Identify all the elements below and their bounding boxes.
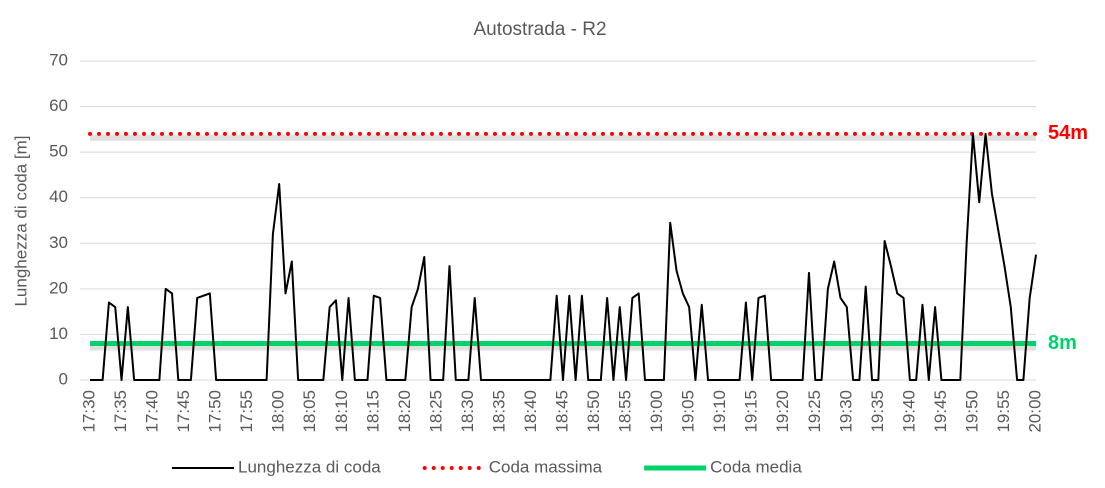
x-tick-label: 19:15 [742, 390, 761, 433]
y-axis-title: Lunghezza di coda [m] [11, 135, 30, 306]
x-tick-label: 19:20 [773, 390, 792, 433]
x-tick-label: 19:30 [836, 390, 855, 433]
x-tick-label: 18:40 [521, 390, 540, 433]
x-tick-label: 18:25 [426, 390, 445, 433]
reference-label: 8m [1048, 332, 1077, 354]
y-tick-label: 60 [49, 96, 68, 115]
x-tick-label: 17:55 [237, 390, 256, 433]
x-tick-label: 18:50 [584, 390, 603, 433]
x-tick-label: 18:20 [395, 390, 414, 433]
y-tick-label: 10 [49, 324, 68, 343]
x-tick-label: 18:45 [552, 390, 571, 433]
legend-label: Coda media [710, 457, 802, 476]
y-tick-label: 20 [49, 278, 68, 297]
x-tick-label: 18:10 [332, 390, 351, 433]
x-tick-label: 19:45 [931, 390, 950, 433]
x-tick-label: 18:15 [363, 390, 382, 433]
x-tick-label: 17:30 [79, 390, 98, 433]
chart-title: Autostrada - R2 [473, 19, 606, 40]
x-tick-label: 17:50 [206, 390, 225, 433]
x-tick-label: 17:45 [174, 390, 193, 433]
legend-label: Lunghezza di coda [238, 457, 381, 476]
reference-label: 54m [1048, 122, 1088, 144]
x-tick-label: 18:00 [269, 390, 288, 433]
x-tick-label: 19:05 [679, 390, 698, 433]
y-tick-label: 30 [49, 233, 68, 252]
x-tick-label: 19:25 [805, 390, 824, 433]
y-tick-label: 50 [49, 142, 68, 161]
y-tick-label: 40 [49, 187, 68, 206]
x-tick-label: 18:30 [458, 390, 477, 433]
x-tick-label: 19:35 [868, 390, 887, 433]
y-tick-label: 0 [59, 369, 68, 388]
legend-label: Coda massima [489, 457, 603, 476]
data-line [90, 132, 1037, 381]
x-tick-label: 20:00 [1025, 390, 1044, 433]
x-tick-label: 19:00 [647, 390, 666, 433]
x-tick-label: 18:35 [489, 390, 508, 433]
x-tick-label: 19:55 [994, 390, 1013, 433]
y-tick-label: 70 [49, 50, 68, 69]
x-tick-label: 19:10 [710, 390, 729, 433]
x-tick-label: 19:50 [962, 390, 981, 433]
x-tick-label: 17:35 [111, 390, 130, 433]
x-tick-label: 18:05 [300, 390, 319, 433]
x-tick-label: 18:55 [616, 390, 635, 433]
x-tick-label: 17:40 [143, 390, 162, 433]
x-tick-label: 19:40 [899, 390, 918, 433]
